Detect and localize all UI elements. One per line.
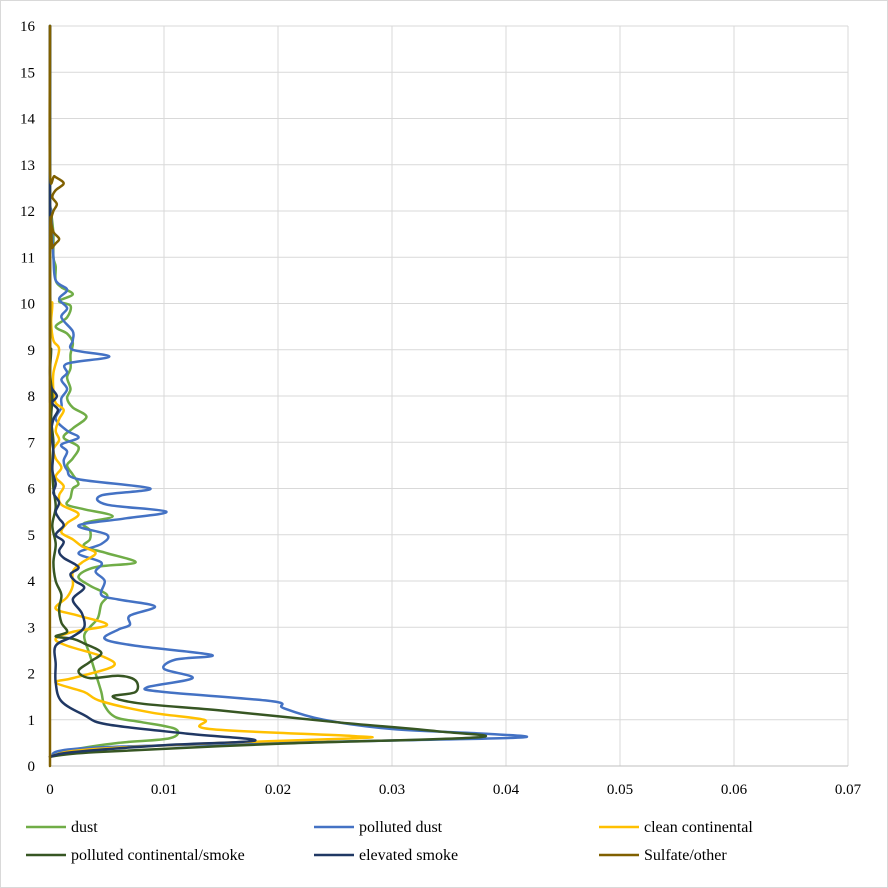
gridlines bbox=[50, 25, 849, 766]
x-tick-label: 0.04 bbox=[493, 782, 520, 798]
x-tick-label: 0.01 bbox=[151, 782, 177, 798]
legend-item-sulfate-other: Sulfate/other bbox=[599, 847, 727, 864]
x-tick-label: 0.03 bbox=[379, 782, 405, 798]
y-tick-label: 7 bbox=[28, 435, 36, 451]
series-line-elevated-smoke bbox=[48, 24, 257, 758]
legend-label: polluted dust bbox=[359, 819, 443, 836]
y-tick-label: 16 bbox=[20, 19, 36, 35]
x-tick-label: 0.02 bbox=[265, 782, 291, 798]
x-tick-label: 0 bbox=[46, 782, 54, 798]
legend-label: dust bbox=[71, 819, 98, 836]
legend-label: Sulfate/other bbox=[644, 847, 727, 864]
y-tick-label: 8 bbox=[28, 389, 36, 405]
y-tick-label: 6 bbox=[28, 482, 36, 498]
y-tick-label: 14 bbox=[20, 112, 36, 128]
y-tick-label: 4 bbox=[28, 574, 36, 590]
y-tick-label: 0 bbox=[28, 759, 36, 775]
series-line-clean-continental bbox=[48, 24, 374, 758]
series-line-sulfate-other bbox=[48, 24, 65, 768]
y-tick-label: 5 bbox=[28, 528, 36, 544]
y-tick-label: 3 bbox=[28, 620, 36, 636]
legend: dust polluted dust clean continental pollut… bbox=[26, 819, 753, 864]
y-tick-label: 12 bbox=[20, 204, 35, 220]
legend-item-polluted-dust: polluted dust bbox=[314, 819, 443, 836]
x-tick-label: 0.07 bbox=[835, 782, 862, 798]
x-tick-label: 0.05 bbox=[607, 782, 633, 798]
legend-label: polluted continental/smoke bbox=[71, 847, 245, 864]
legend-label: elevated smoke bbox=[359, 847, 458, 864]
legend-item-polluted-continental-smoke: polluted continental/smoke bbox=[26, 847, 245, 864]
y-tick-label: 1 bbox=[28, 713, 36, 729]
series-lines bbox=[48, 24, 528, 768]
legend-item-elevated-smoke: elevated smoke bbox=[314, 847, 458, 864]
y-tick-label: 9 bbox=[28, 343, 36, 359]
y-tick-label: 2 bbox=[28, 667, 36, 683]
x-tick-label: 0.06 bbox=[721, 782, 748, 798]
legend-item-dust: dust bbox=[26, 819, 98, 836]
legend-label: clean continental bbox=[644, 819, 753, 836]
y-tick-label: 13 bbox=[20, 158, 35, 174]
y-tick-label: 15 bbox=[20, 65, 35, 81]
y-tick-label: 11 bbox=[21, 250, 35, 266]
x-tick-labels: 0 0.01 0.02 0.03 0.04 0.05 0.06 0.07 bbox=[46, 782, 861, 798]
series-line-polluted-continental-smoke bbox=[48, 24, 488, 758]
series-line-polluted-dust bbox=[48, 24, 528, 758]
legend-item-clean-continental: clean continental bbox=[599, 819, 753, 836]
y-tick-label: 10 bbox=[20, 297, 35, 313]
